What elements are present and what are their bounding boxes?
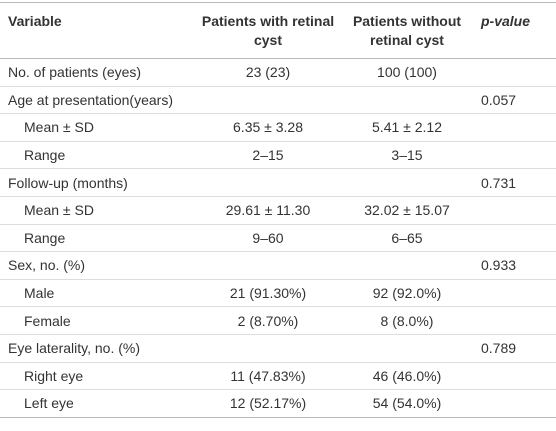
p-value-cell — [473, 362, 556, 391]
with-cyst-cell: 23 (23) — [195, 58, 341, 87]
variable-cell: Follow-up (months) — [0, 168, 195, 197]
variable-cell: Range — [0, 141, 195, 170]
p-value-cell — [473, 196, 556, 225]
table-row: Follow-up (months) 0.731 — [0, 168, 556, 197]
table-row: Range 2–15 3–15 — [0, 141, 556, 170]
with-cyst-cell — [195, 334, 341, 363]
without-cyst-cell: 3–15 — [341, 141, 473, 170]
data-table: Variable Patients with retinal cyst Pati… — [0, 2, 556, 418]
with-cyst-cell — [195, 86, 341, 115]
with-cyst-cell — [195, 251, 341, 280]
without-cyst-cell — [341, 168, 473, 197]
table-row: Mean ± SD 6.35 ± 3.28 5.41 ± 2.12 — [0, 113, 556, 142]
table-row: Range 9–60 6–65 — [0, 224, 556, 253]
without-cyst-cell — [341, 86, 473, 115]
p-value-cell: 0.731 — [473, 168, 556, 197]
with-cyst-cell: 6.35 ± 3.28 — [195, 113, 341, 142]
with-cyst-cell: 2–15 — [195, 141, 341, 170]
variable-cell: No. of patients (eyes) — [0, 58, 195, 87]
variable-cell: Right eye — [0, 362, 195, 391]
without-cyst-cell: 100 (100) — [341, 58, 473, 87]
p-value-cell: 0.789 — [473, 334, 556, 363]
p-value-cell — [473, 224, 556, 253]
table-row: Right eye 11 (47.83%) 46 (46.0%) — [0, 362, 556, 391]
header-cell: Patients without retinal cyst — [341, 2, 473, 59]
with-cyst-cell: 29.61 ± 11.30 — [195, 196, 341, 225]
without-cyst-cell: 32.02 ± 15.07 — [341, 196, 473, 225]
without-cyst-cell: 5.41 ± 2.12 — [341, 113, 473, 142]
variable-cell: Mean ± SD — [0, 113, 195, 142]
p-value-cell: 0.057 — [473, 86, 556, 115]
variable-cell: Left eye — [0, 389, 195, 418]
table-row: Mean ± SD 29.61 ± 11.30 32.02 ± 15.07 — [0, 196, 556, 225]
table-row: No. of patients (eyes) 23 (23) 100 (100) — [0, 58, 556, 87]
with-cyst-cell — [195, 168, 341, 197]
variable-cell: Female — [0, 306, 195, 335]
p-value-cell — [473, 141, 556, 170]
variable-cell: Range — [0, 224, 195, 253]
table-row: Female 2 (8.70%) 8 (8.0%) — [0, 306, 556, 335]
p-value-cell: 0.933 — [473, 251, 556, 280]
table-row: Eye laterality, no. (%) 0.789 — [0, 334, 556, 363]
with-cyst-cell: 11 (47.83%) — [195, 362, 341, 391]
table-body: No. of patients (eyes) 23 (23) 100 (100) Ag… — [0, 58, 556, 418]
header-row: Variable Patients with retinal cyst Pati… — [0, 2, 556, 59]
variable-cell: Eye laterality, no. (%) — [0, 334, 195, 363]
without-cyst-cell: 8 (8.0%) — [341, 306, 473, 335]
table-header: Variable Patients with retinal cyst Pati… — [0, 2, 556, 59]
with-cyst-cell: 2 (8.70%) — [195, 306, 341, 335]
header-cell: Variable — [0, 2, 195, 59]
variable-cell: Sex, no. (%) — [0, 251, 195, 280]
header-cell: p-value — [473, 2, 556, 59]
with-cyst-cell: 21 (91.30%) — [195, 279, 341, 308]
table-row: Left eye 12 (52.17%) 54 (54.0%) — [0, 389, 556, 418]
variable-cell: Male — [0, 279, 195, 308]
variable-cell: Age at presentation(years) — [0, 86, 195, 115]
p-value-cell — [473, 306, 556, 335]
variable-cell: Mean ± SD — [0, 196, 195, 225]
without-cyst-cell: 6–65 — [341, 224, 473, 253]
p-value-cell — [473, 279, 556, 308]
without-cyst-cell: 92 (92.0%) — [341, 279, 473, 308]
table-row: Male 21 (91.30%) 92 (92.0%) — [0, 279, 556, 308]
table-row: Sex, no. (%) 0.933 — [0, 251, 556, 280]
p-value-cell — [473, 389, 556, 418]
p-value-cell — [473, 113, 556, 142]
table-row: Age at presentation(years) 0.057 — [0, 86, 556, 115]
without-cyst-cell — [341, 251, 473, 280]
without-cyst-cell — [341, 334, 473, 363]
with-cyst-cell: 9–60 — [195, 224, 341, 253]
without-cyst-cell: 46 (46.0%) — [341, 362, 473, 391]
p-value-cell — [473, 58, 556, 87]
with-cyst-cell: 12 (52.17%) — [195, 389, 341, 418]
without-cyst-cell: 54 (54.0%) — [341, 389, 473, 418]
header-cell: Patients with retinal cyst — [195, 2, 341, 59]
